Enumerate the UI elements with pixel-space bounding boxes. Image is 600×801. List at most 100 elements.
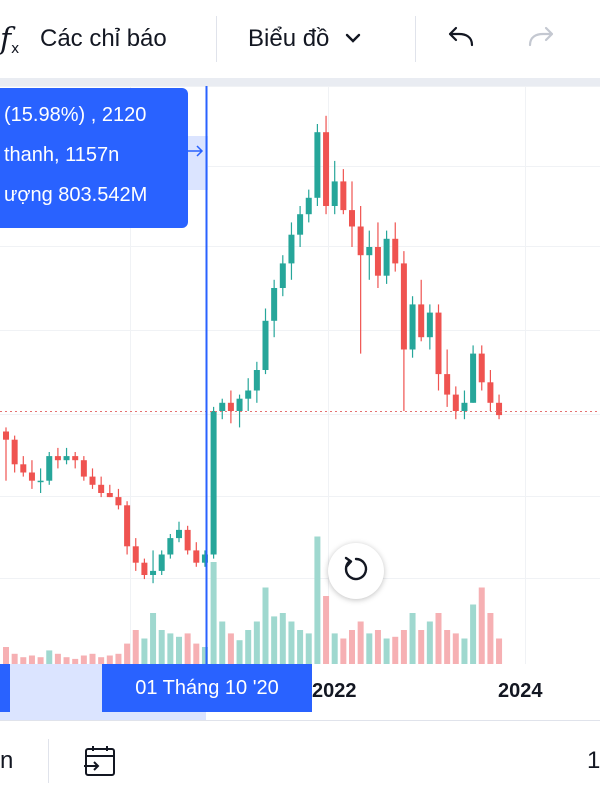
candle-body [279, 263, 286, 288]
candle-body [245, 390, 252, 399]
volume-bar [418, 630, 425, 664]
candle-body [11, 439, 18, 465]
chevron-down-icon [345, 30, 361, 48]
candle-body [219, 402, 226, 411]
candle-body [444, 374, 451, 395]
volume-bar [297, 630, 304, 664]
volume-bar [271, 616, 278, 664]
candle-body [184, 529, 191, 551]
candle-body [461, 402, 468, 411]
volume-bar [444, 630, 451, 664]
volume-bar [340, 638, 347, 664]
reset-icon [341, 554, 371, 589]
volume-bar [262, 587, 269, 664]
candle-body [54, 456, 61, 461]
crosshair-tooltip: (15.98%) , 2120 thanh, 1157n ượng 803.54… [0, 88, 188, 228]
candle-body [478, 353, 485, 383]
candle-body [46, 456, 53, 481]
candle-body [262, 320, 269, 370]
candle-body [271, 288, 278, 321]
candle-body [201, 554, 208, 563]
candle-body [150, 570, 157, 575]
volume-bar [80, 655, 87, 664]
volume-bar [89, 653, 96, 664]
candle-body [124, 505, 131, 547]
toolbar-divider [0, 78, 600, 86]
volume-bar [357, 621, 364, 664]
crosshair-date-label: 01 Tháng 10 '20 [102, 664, 312, 712]
candle-body [357, 226, 364, 256]
candle-body [98, 484, 105, 493]
right-edge-label: 1 [587, 747, 600, 774]
volume-bar [236, 640, 243, 664]
volume-bar [11, 653, 18, 664]
bottom-toolbar: n 1 [0, 720, 600, 801]
candle-body [297, 214, 304, 235]
candle-body [383, 238, 390, 276]
candle-body [400, 263, 407, 350]
volume-bar [279, 613, 286, 664]
volume-bar [54, 653, 61, 664]
candle-body [28, 472, 35, 481]
candle-body [349, 210, 355, 227]
candle-body [435, 312, 442, 375]
indicators-button[interactable]: f x Các chỉ báo [0, 0, 167, 78]
volume-bar [106, 655, 113, 664]
go-to-date-icon[interactable] [84, 745, 118, 782]
candle-body [193, 550, 200, 563]
tooltip-volume-line: ượng 803.542M [4, 184, 148, 206]
candle-body [253, 370, 260, 391]
candle-body [487, 382, 494, 403]
volume-bar [176, 636, 182, 664]
candle-body [314, 132, 321, 198]
volume-bar [63, 657, 70, 664]
chart-type-label: Biểu đồ [248, 25, 330, 52]
candle-body [115, 497, 122, 506]
candle-body [167, 538, 174, 555]
crosshair-arrow-icon [188, 145, 204, 157]
volume-bar [124, 643, 131, 664]
volume-bar [392, 636, 399, 664]
price-candles [3, 115, 503, 584]
volume-bar [167, 633, 174, 664]
candle-body [374, 247, 381, 276]
candle-body [392, 238, 399, 264]
toolbar-separator [48, 739, 49, 783]
volume-bar [115, 653, 122, 664]
undo-icon [446, 26, 476, 53]
volume-bar [487, 613, 494, 664]
volume-bar [400, 630, 407, 664]
volume-bar [478, 587, 485, 664]
candle-body [409, 304, 416, 350]
time-axis-left-chip [0, 664, 10, 712]
reset-chart-button[interactable] [328, 543, 384, 599]
toolbar-separator [415, 16, 416, 62]
interval-label[interactable]: n [0, 747, 14, 774]
redo-button[interactable] [526, 0, 556, 78]
candle-body [141, 562, 148, 575]
candle-body [418, 304, 425, 338]
toolbar-separator [216, 16, 217, 62]
volume-bar [245, 630, 252, 664]
volume-bar [435, 613, 442, 664]
tooltip-change-line: (15.98%) , 2120 [4, 104, 147, 126]
undo-button[interactable] [446, 0, 476, 78]
svg-text:x: x [11, 41, 19, 57]
tooltip-trade-line: thanh, 1157n [4, 144, 120, 166]
volume-bar [20, 657, 27, 664]
volume-bar [331, 633, 338, 664]
candle-body [227, 402, 234, 411]
volume-bar [253, 621, 260, 664]
volume-bar [470, 604, 477, 664]
candle-body [452, 394, 459, 411]
candle-body [340, 181, 347, 211]
volume-bar [150, 613, 157, 664]
chart-type-button[interactable]: Biểu đồ [248, 0, 361, 78]
volume-bar [201, 647, 208, 664]
volume-bar [305, 633, 312, 664]
volume-bar [184, 633, 191, 664]
volume-bar [3, 647, 9, 664]
candle-body [37, 480, 44, 483]
candle-body [72, 456, 79, 461]
candle-body [496, 402, 503, 416]
